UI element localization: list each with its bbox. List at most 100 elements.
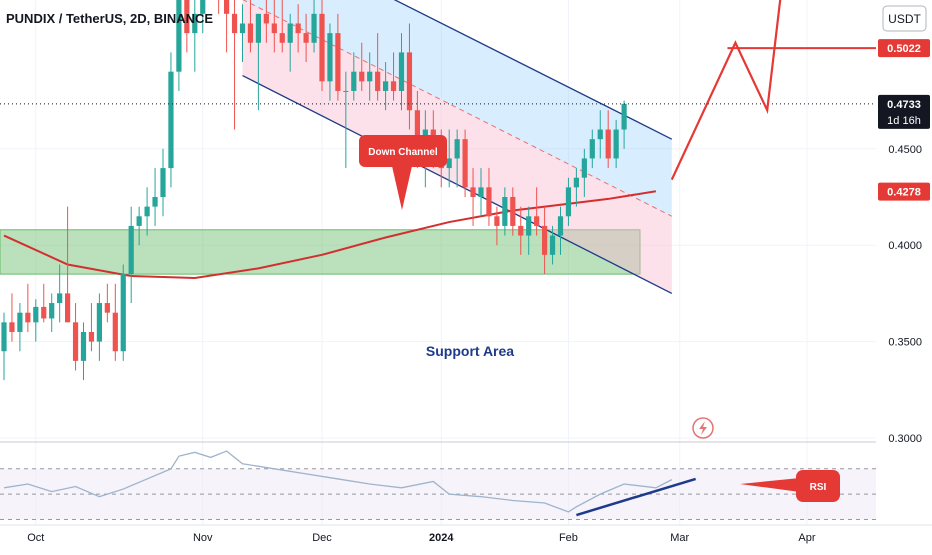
candle-body-69 <box>549 235 556 255</box>
candle-body-65 <box>518 225 524 236</box>
candle-body-47 <box>375 71 381 91</box>
candle-body-51 <box>406 52 413 111</box>
candle-body-31 <box>247 23 254 43</box>
candle-body-75 <box>597 129 603 140</box>
candle-body-17 <box>136 216 142 226</box>
candle-body-34 <box>271 23 277 34</box>
support-rect <box>0 229 641 275</box>
time-label-4: Feb <box>559 532 578 544</box>
candle-body-25 <box>200 0 206 14</box>
price-tick-6: 0.3500 <box>888 337 922 349</box>
price-label-2: 0.5022 <box>887 43 921 55</box>
candle-body-0 <box>1 322 7 352</box>
candle-body-49 <box>390 81 397 91</box>
time-label-2: Dec <box>312 532 332 544</box>
candle-body-33 <box>263 13 269 24</box>
candle-body-2 <box>17 312 23 332</box>
candle-body-46 <box>367 71 373 82</box>
candle-body-19 <box>152 197 158 207</box>
support-area <box>0 229 641 275</box>
time-label-3: 2024 <box>429 532 454 544</box>
candle-body-7 <box>57 293 63 304</box>
candle-body-6 <box>49 303 55 319</box>
candle-body-50 <box>398 52 405 91</box>
candle-body-57 <box>454 139 460 159</box>
projection-path <box>670 0 782 181</box>
candle-body-60 <box>478 187 484 197</box>
price-tick-5: 0.4000 <box>888 240 922 252</box>
currency-badge[interactable]: USDT <box>882 5 927 32</box>
candle-body-20 <box>160 168 166 197</box>
price-tick-7: 0.3000 <box>888 433 922 445</box>
candle-body-67 <box>534 216 540 226</box>
price-label-bg-3 <box>878 182 930 201</box>
lightning-icon[interactable] <box>692 417 714 439</box>
candle-body-42 <box>335 33 341 91</box>
candle-body-44 <box>351 71 357 91</box>
candle-body-71 <box>565 187 572 217</box>
candle-body-61 <box>486 187 492 217</box>
candle-body-62 <box>494 216 500 226</box>
candle-body-35 <box>279 33 285 43</box>
candle-body-74 <box>589 139 595 159</box>
candle-body-64 <box>510 197 516 226</box>
candle-body-21 <box>168 71 174 169</box>
candle-body-5 <box>41 306 47 319</box>
candle-body-39 <box>311 13 317 43</box>
currency-badge-label: USDT <box>888 12 921 26</box>
candle-body-78 <box>621 103 627 130</box>
time-axis: Oct Nov Dec 2024 Feb Mar Apr <box>0 524 932 544</box>
time-label-6: Apr <box>798 532 815 544</box>
time-label-1: Nov <box>193 532 213 544</box>
candle-body-16 <box>128 225 134 275</box>
candle-body-22 <box>176 0 182 72</box>
candle-body-43 <box>343 90 349 92</box>
candles <box>0 0 876 381</box>
down-channel-callout: Down Channel <box>359 135 447 210</box>
candle-body-77 <box>613 129 619 159</box>
candle-body-15 <box>120 274 126 352</box>
candle-body-23 <box>184 0 190 34</box>
candle-body-12 <box>96 303 102 342</box>
last-price-label: 0.4733 <box>887 99 921 111</box>
candle-body-28 <box>224 0 230 14</box>
last-price-bg <box>878 94 930 129</box>
price-tick-4: 0.4500 <box>888 144 922 156</box>
rsi-callout: RSI <box>740 470 840 502</box>
price-axis: 0.70000.65000.60000.55000.45000.40000.35… <box>876 0 932 550</box>
candle-body-72 <box>573 177 579 188</box>
candle-body-24 <box>192 13 198 34</box>
candle-body-70 <box>557 216 564 236</box>
time-label-0: Oct <box>27 532 44 544</box>
candle-body-18 <box>144 206 150 217</box>
candle-body-10 <box>80 331 87 361</box>
candle-body-32 <box>255 13 261 43</box>
rsi-label: RSI <box>810 482 827 493</box>
channel-upper-line <box>393 0 673 140</box>
channel-mid-line <box>242 0 673 217</box>
candle-body-59 <box>470 187 476 197</box>
projection <box>670 0 876 181</box>
candle-body-3 <box>25 312 31 323</box>
candle-body-76 <box>605 129 611 159</box>
candle-body-56 <box>446 158 452 169</box>
price-label-bg-2 <box>878 39 930 58</box>
last-price-countdown: 1d 16h <box>887 115 921 127</box>
candle-body-48 <box>383 81 389 91</box>
candle-body-41 <box>327 33 333 82</box>
candle-body-9 <box>72 322 79 361</box>
candle-body-37 <box>295 23 301 34</box>
price-label-3: 0.4278 <box>887 187 921 199</box>
candle-body-1 <box>9 322 15 332</box>
candle-body-8 <box>65 293 71 323</box>
candle-body-63 <box>502 197 508 226</box>
candle-body-45 <box>359 71 365 82</box>
price-axis-bg <box>876 0 932 550</box>
candle-body-53 <box>422 129 428 140</box>
down-channel-label: Down Channel <box>368 147 438 158</box>
candle-body-68 <box>542 225 548 255</box>
candle-body-38 <box>303 33 309 43</box>
candle-body-40 <box>319 13 325 82</box>
